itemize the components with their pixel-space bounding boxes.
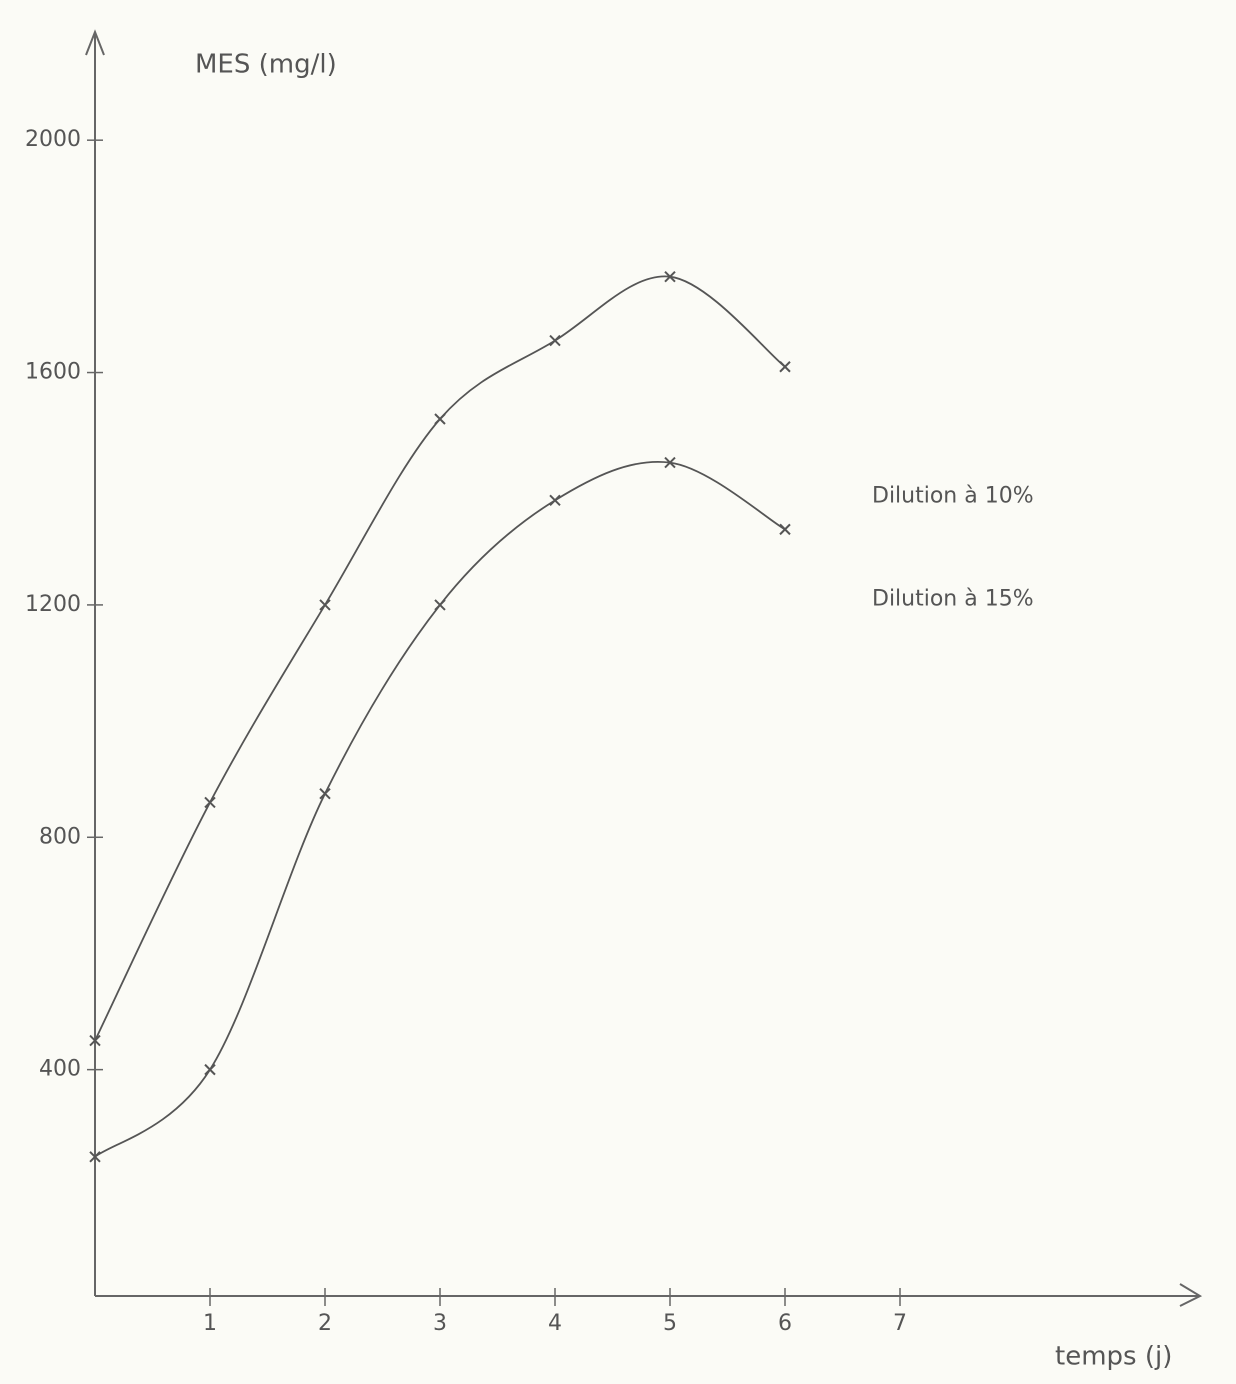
data-point [319,599,331,611]
x-tick-label: 6 [778,1311,792,1336]
data-point [89,1151,101,1163]
data-point [89,1034,101,1047]
series-line [94,275,786,1041]
data-point [779,361,791,373]
data-point [434,413,446,425]
y-tick-label: 2000 [25,127,81,152]
y-tick-label: 1200 [25,592,81,617]
y-axis-label: MES (mg/l) [195,50,337,80]
y-tick-label: 800 [39,824,81,849]
data-point [664,456,676,469]
y-axis-arrow [85,29,105,56]
x-tick-label: 3 [433,1311,447,1336]
data-point [434,599,446,611]
x-tick-label: 4 [548,1311,562,1336]
data-point [779,523,791,536]
data-point [204,796,216,809]
data-point [664,270,676,283]
series-label: Dilution à 10% [872,484,1034,509]
data-point [549,494,561,507]
x-tick-label: 2 [318,1311,332,1336]
y-tick-label: 1600 [25,360,81,385]
series-label: Dilution à 15% [872,586,1034,611]
x-tick-label: 7 [893,1311,907,1336]
data-point [204,1063,216,1076]
data-point [319,787,331,800]
data-point [549,334,561,347]
x-axis-arrow [1179,1283,1203,1307]
y-tick-label: 400 [39,1057,81,1082]
x-axis-label: temps (j) [1055,1342,1172,1372]
x-tick-label: 1 [203,1311,217,1336]
x-tick-label: 5 [663,1311,677,1336]
